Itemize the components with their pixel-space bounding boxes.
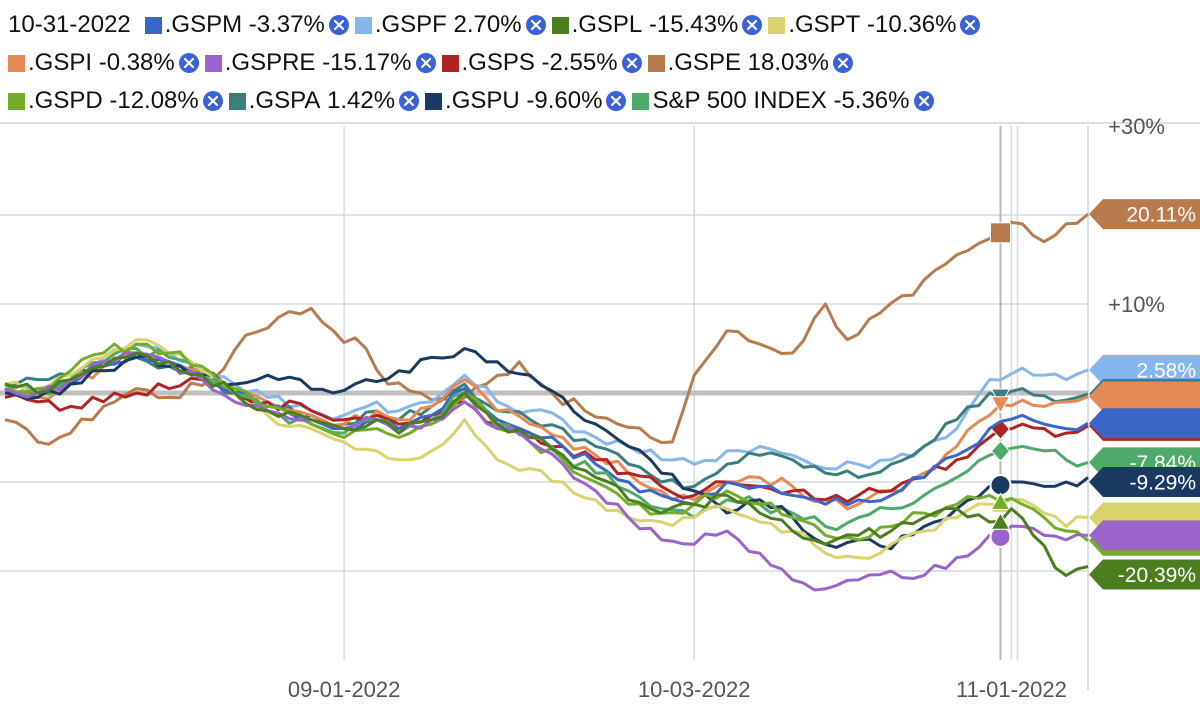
series-line xyxy=(4,351,1089,511)
legend-label: .GSPT xyxy=(788,11,861,38)
legend-label: .GSPE xyxy=(667,49,741,76)
series-line xyxy=(4,347,1089,551)
legend-swatch xyxy=(425,92,443,110)
legend-value: -12.08% xyxy=(102,87,199,114)
legend-item: .GSPE 18.03% xyxy=(647,49,854,77)
series-marker xyxy=(990,396,1011,414)
remove-series-icon[interactable] xyxy=(178,53,199,73)
chart-legend: 10-31-2022 .GSPM -3.37% .GSPF 2.70% .GSPL … xyxy=(8,4,1198,122)
end-value-badge xyxy=(1089,559,1200,590)
legend-label: .GSPRE xyxy=(224,49,316,76)
legend-label: .GSPL xyxy=(571,11,643,38)
series-marker xyxy=(990,440,1011,462)
legend-swatch xyxy=(8,54,25,72)
y-tick-label: +10% xyxy=(1108,292,1165,317)
legend-value: -5.36% xyxy=(826,87,910,114)
legend-item: .GSPI -0.38% xyxy=(8,49,199,77)
legend-swatch xyxy=(768,16,786,34)
legend-swatch xyxy=(551,16,569,34)
legend-value: 2.70% xyxy=(446,11,522,38)
series-line xyxy=(4,212,1089,446)
end-value-label: 2.58% xyxy=(1136,359,1196,382)
legend-value: 1.42% xyxy=(320,87,396,114)
legend-row: .GSPI -0.38% .GSPRE -15.17% .GSPS -2.55% .G… xyxy=(8,44,859,82)
legend-item: .GSPD -12.08% xyxy=(8,87,223,115)
end-value-label: -9.29% xyxy=(1129,472,1196,495)
legend-value: 18.03% xyxy=(740,49,830,76)
legend-swatch xyxy=(228,92,246,110)
legend-swatch xyxy=(144,16,162,34)
remove-series-icon[interactable] xyxy=(742,15,763,35)
remove-series-icon[interactable] xyxy=(415,53,436,73)
legend-item: .GSPS -2.55% xyxy=(441,49,642,77)
legend-swatch xyxy=(632,92,650,110)
end-value-label: -20.39% xyxy=(1118,564,1196,587)
legend-item: .GSPT -10.36% xyxy=(768,11,981,39)
end-value-badge xyxy=(1089,408,1200,439)
remove-series-icon[interactable] xyxy=(960,15,981,35)
legend-item: .GSPF 2.70% xyxy=(354,11,546,39)
x-tick-label: 10-03-2022 xyxy=(638,677,751,702)
legend-item: .GSPA 1.42% xyxy=(228,87,420,115)
remove-series-icon[interactable] xyxy=(202,91,223,111)
legend-label: .GSPF xyxy=(374,11,447,38)
legend-swatch xyxy=(204,54,222,72)
legend-item: S&P 500 INDEX -5.36% xyxy=(632,87,934,115)
y-tick-label: +30% xyxy=(1108,114,1165,139)
legend-value: -3.37% xyxy=(242,11,325,38)
series-marker xyxy=(989,525,1012,548)
end-value-badge xyxy=(1089,199,1200,230)
x-tick-label: 11-01-2022 xyxy=(956,677,1067,702)
legend-label: S&P 500 INDEX xyxy=(652,87,827,114)
end-value-badge xyxy=(1089,467,1200,497)
remove-series-icon[interactable] xyxy=(525,15,546,35)
x-tick-label: 09-01-2022 xyxy=(288,677,401,702)
series-line xyxy=(4,347,1089,532)
end-value-badge xyxy=(1089,354,1200,385)
series-marker xyxy=(990,492,1011,510)
legend-label: .GSPI xyxy=(28,49,93,76)
remove-series-icon[interactable] xyxy=(399,91,420,111)
legend-label: .GSPD xyxy=(28,87,103,114)
legend-value: -15.43% xyxy=(642,11,739,38)
legend-swatch xyxy=(354,16,372,34)
legend-label: .GSPU xyxy=(445,87,520,114)
legend-swatch xyxy=(8,92,25,110)
series-line xyxy=(4,351,1089,577)
legend-value: -15.17% xyxy=(315,49,412,76)
legend-value: -2.55% xyxy=(534,49,618,76)
remove-series-icon[interactable] xyxy=(621,53,642,73)
remove-series-icon[interactable] xyxy=(328,15,349,35)
legend-value: -10.36% xyxy=(860,11,957,38)
remove-series-icon[interactable] xyxy=(913,91,934,111)
end-value-label: 20.11% xyxy=(1126,204,1196,227)
series-line xyxy=(4,351,1089,490)
series-marker xyxy=(990,512,1011,530)
legend-item: .GSPL -15.43% xyxy=(551,11,763,39)
legend-value: -0.38% xyxy=(92,49,175,76)
legend-item: .GSPRE -15.17% xyxy=(204,49,436,77)
legend-item: .GSPM -3.37% xyxy=(144,11,349,39)
legend-swatch xyxy=(441,54,459,72)
legend-value: -9.60% xyxy=(519,87,603,114)
legend-row: 10-31-2022 .GSPM -3.37% .GSPF 2.70% .GSPL … xyxy=(8,6,986,44)
legend-row: .GSPD -12.08% .GSPA 1.42% .GSPU -9.60% S&P … xyxy=(8,82,940,120)
legend-label: .GSPS xyxy=(461,49,535,76)
legend-label: .GSPM xyxy=(164,11,243,38)
series-marker xyxy=(989,222,1011,244)
end-value-badge xyxy=(1089,381,1200,412)
legend-swatch xyxy=(647,54,665,72)
remove-series-icon[interactable] xyxy=(606,91,627,111)
legend-label: .GSPA xyxy=(248,87,321,114)
end-value-badge xyxy=(1089,520,1200,551)
series-marker xyxy=(989,474,1012,497)
legend-item: .GSPU -9.60% xyxy=(425,87,627,115)
legend-date: 10-31-2022 xyxy=(8,11,131,38)
remove-series-icon[interactable] xyxy=(833,53,854,73)
